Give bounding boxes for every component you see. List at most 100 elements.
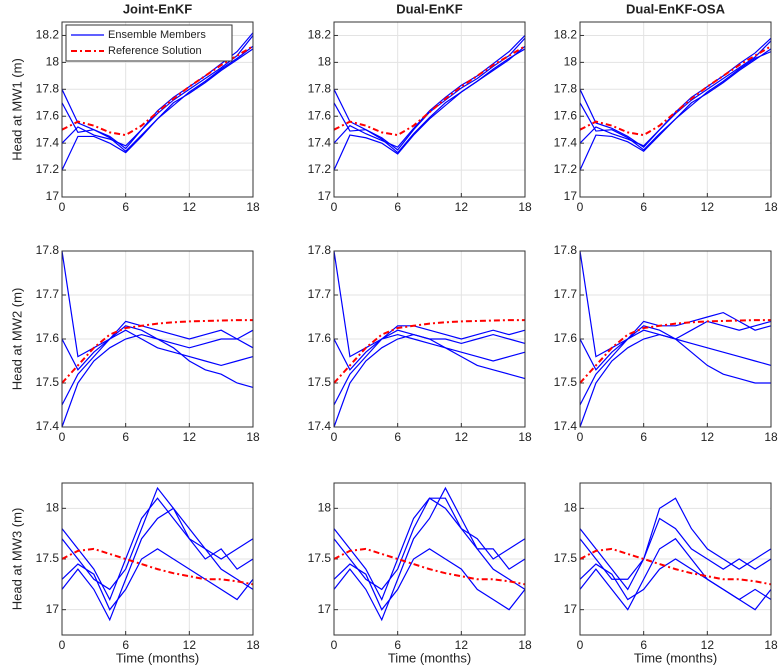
y-tick-label: 17.2: [554, 162, 578, 176]
y-tick-label: 17.8: [554, 243, 578, 257]
y-axis-label: Head at MW1 (m): [9, 58, 24, 161]
x-tick-label: 0: [331, 430, 338, 444]
ensemble-line: [61, 333, 254, 428]
ensemble-line: [333, 45, 526, 154]
ensemble-line: [333, 497, 526, 591]
reference-line: [579, 45, 772, 137]
ensemble-line: [333, 250, 526, 362]
x-tick-label: 18: [518, 200, 532, 214]
y-tick-label: 17.8: [36, 243, 60, 257]
x-tick-label: 0: [331, 638, 338, 652]
reference-line: [579, 547, 772, 586]
plot-frame: [333, 21, 526, 198]
x-tick-label: 12: [183, 638, 197, 652]
x-axis-label: Time (months): [634, 650, 717, 665]
plot-frame: [333, 482, 526, 636]
x-tick-label: 18: [518, 430, 532, 444]
panel-title: Joint-EnKF: [123, 1, 192, 16]
panel: 17 17.5 18 0 6 12 18 Time (months): [554, 482, 778, 665]
x-tick-label: 18: [764, 200, 778, 214]
x-tick-label: 6: [394, 200, 401, 214]
ensemble-line: [61, 32, 254, 147]
plot-frame: [579, 21, 772, 198]
legend-label: Ensemble Members: [108, 29, 206, 41]
y-tick-label: 17.6: [308, 331, 332, 345]
panel: 17 17.2 17.4 17.6 17.8 18 18.2 0 6 12 18 Dual-EnKF: [308, 1, 532, 214]
reference-line: [61, 45, 254, 137]
y-tick-label: 17: [46, 602, 60, 616]
legend-box: [65, 24, 233, 62]
y-tick-label: 18: [318, 501, 332, 515]
x-tick-label: 12: [455, 638, 469, 652]
x-axis-label: Time (months): [388, 650, 471, 665]
y-tick-label: 17.6: [308, 108, 332, 122]
y-tick-label: 17.5: [308, 375, 332, 389]
ensemble-line: [579, 497, 772, 580]
x-tick-label: 0: [577, 200, 584, 214]
panel: 17 17.5 18 0 6 12 18 Head at MW3 (m) Time (month…: [9, 482, 260, 665]
ensemble-line: [61, 48, 254, 153]
x-tick-label: 12: [701, 638, 715, 652]
x-tick-label: 18: [764, 430, 778, 444]
ensemble-line: [333, 333, 526, 428]
y-tick-label: 17.5: [36, 551, 60, 565]
y-tick-label: 17.5: [554, 375, 578, 389]
x-tick-label: 6: [394, 638, 401, 652]
x-tick-label: 6: [640, 200, 647, 214]
y-tick-label: 18: [46, 501, 60, 515]
x-tick-label: 18: [246, 430, 260, 444]
plot-frame: [579, 250, 772, 428]
reference-line: [333, 319, 525, 384]
x-tick-label: 0: [331, 200, 338, 214]
x-tick-label: 18: [518, 638, 532, 652]
y-tick-label: 17: [318, 189, 332, 203]
plot-frame: [61, 482, 254, 636]
x-tick-label: 12: [183, 430, 197, 444]
x-tick-label: 12: [701, 200, 715, 214]
y-tick-label: 17.6: [36, 331, 60, 345]
y-tick-label: 17.4: [554, 135, 578, 149]
plot-frame: [61, 21, 254, 198]
reference-line: [579, 319, 771, 384]
y-tick-label: 17: [318, 602, 332, 616]
ensemble-line: [579, 517, 772, 591]
plot-frame: [579, 482, 772, 636]
y-tick-label: 17.4: [308, 419, 332, 433]
x-tick-label: 6: [640, 638, 647, 652]
x-tick-label: 12: [183, 200, 197, 214]
ensemble-line: [333, 486, 526, 622]
y-tick-label: 17.2: [308, 162, 332, 176]
x-tick-label: 18: [764, 638, 778, 652]
y-tick-label: 17.7: [554, 287, 578, 301]
ensemble-line: [333, 329, 526, 380]
panel: 17.4 17.5 17.6 17.7 17.8 0 6 12 18: [308, 243, 532, 444]
panel: 17 17.2 17.4 17.6 17.8 18 18.2 0 6 12 18 Dual-EnKF-…: [554, 1, 778, 214]
ensemble-line: [579, 325, 771, 384]
y-tick-label: 17.8: [36, 81, 60, 95]
ensemble-line: [61, 497, 254, 601]
y-tick-label: 18.2: [36, 28, 60, 42]
plot-frame: [61, 250, 254, 428]
x-axis-label: Time (months): [116, 650, 199, 665]
y-tick-label: 18.2: [554, 28, 578, 42]
y-tick-label: 17.8: [308, 243, 332, 257]
x-tick-label: 0: [59, 638, 66, 652]
x-tick-label: 0: [59, 430, 66, 444]
y-tick-label: 18: [564, 501, 578, 515]
panel: 17.4 17.5 17.6 17.7 17.8 0 6 12 18: [554, 243, 778, 444]
y-tick-label: 17.8: [554, 81, 578, 95]
y-tick-label: 17.5: [554, 551, 578, 565]
reference-line: [61, 319, 253, 384]
ensemble-line: [61, 325, 254, 388]
panel-title: Dual-EnKF: [396, 1, 463, 16]
y-tick-label: 18.2: [308, 28, 332, 42]
y-tick-label: 17: [564, 602, 578, 616]
ensemble-line: [61, 548, 254, 611]
y-tick-label: 17.4: [308, 135, 332, 149]
panel: 17 17.5 18 0 6 12 18 Time (months): [308, 482, 532, 665]
y-tick-label: 17.7: [308, 287, 332, 301]
y-tick-label: 17: [564, 189, 578, 203]
y-tick-label: 17.5: [308, 551, 332, 565]
y-tick-label: 17.8: [308, 81, 332, 95]
